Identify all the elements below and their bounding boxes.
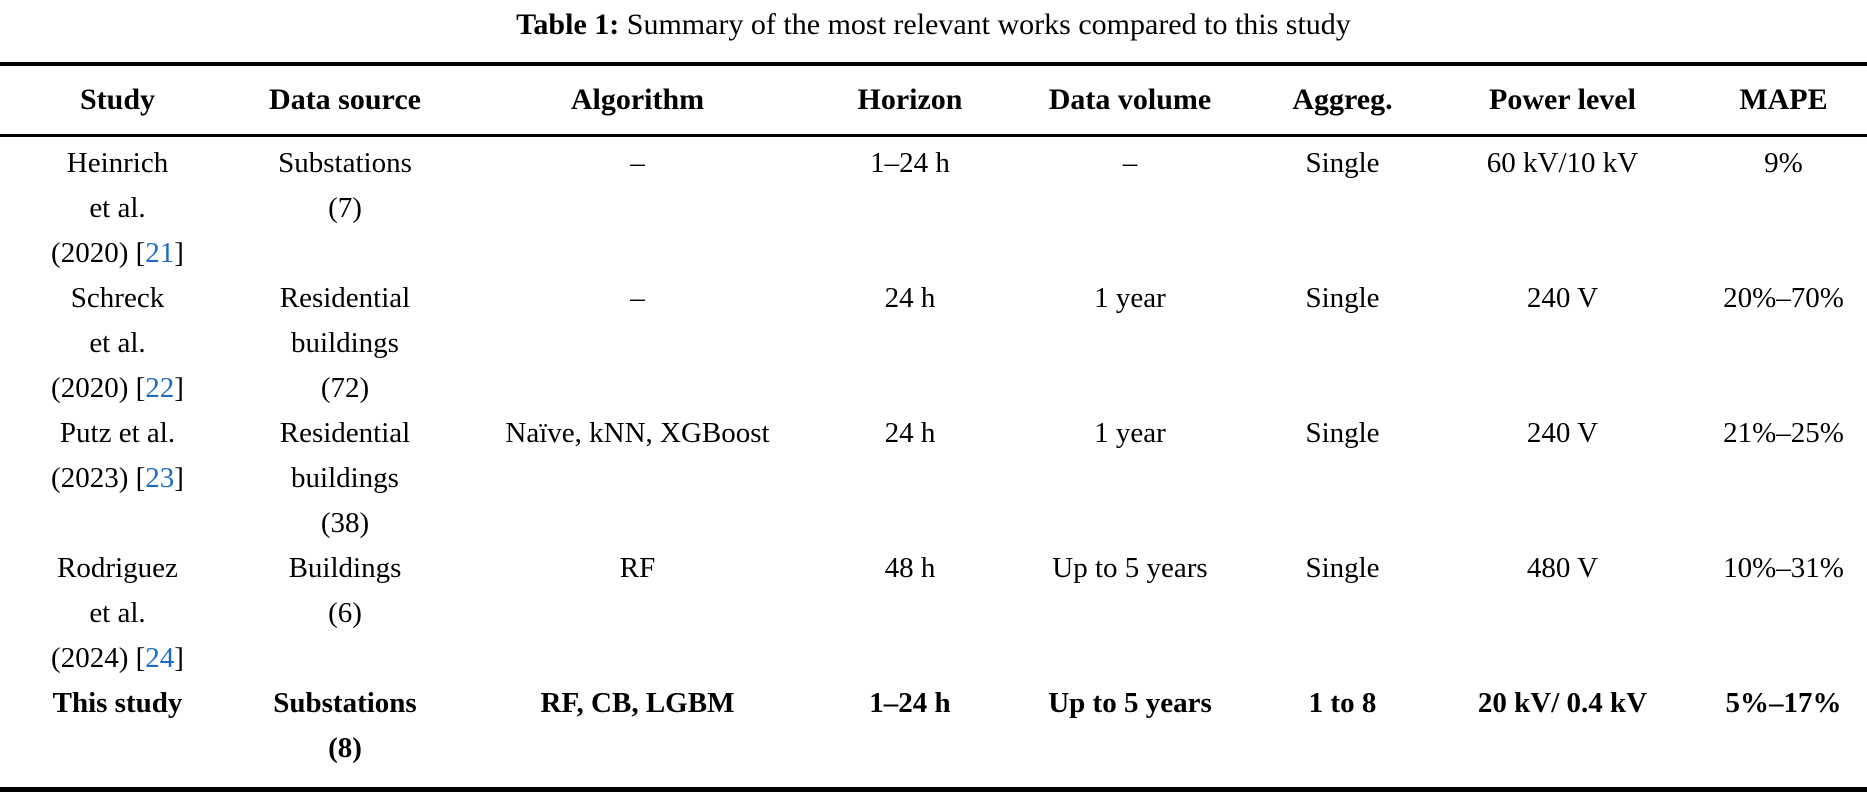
ref-suffix: ] (174, 236, 184, 269)
cell-horizon: 48 h (884, 551, 936, 584)
study-line: This study (52, 686, 183, 719)
cell-aggreg: Single (1305, 551, 1380, 584)
cell-algorithm: RF, CB, LGBM (540, 686, 735, 719)
cell-study: Rodriguez et al. (2024) [24] (0, 546, 235, 681)
cell-data-source: Residential buildings (38) (235, 411, 455, 546)
ref-suffix: ] (174, 371, 184, 404)
cell-horizon: 1–24 h (869, 686, 951, 719)
citation-link[interactable]: 24 (145, 641, 175, 674)
table-row: Heinrich et al. (2020) [21] Substations … (0, 135, 1867, 276)
column-header-power-level: Power level (1425, 64, 1700, 137)
ref-prefix: (2020) [ (51, 371, 146, 404)
cell-power-level: 60 kV/10 kV (1486, 146, 1639, 179)
table-row: Putz et al. (2023) [23] Residential buil… (0, 411, 1867, 546)
ref-suffix: ] (174, 641, 184, 674)
study-ref-line: (2020) [22] (0, 366, 235, 411)
ref-prefix: (2024) [ (51, 641, 146, 674)
study-line: et al. (89, 596, 146, 629)
cell-mape: 21%–25% (1723, 416, 1844, 449)
data-source-line: Residential (279, 281, 411, 314)
data-source-line: buildings (291, 326, 399, 359)
ref-prefix: (2020) [ (51, 236, 146, 269)
table-caption: Table 1: Summary of the most relevant wo… (0, 0, 1867, 62)
cell-algorithm: – (630, 281, 645, 314)
cell-data-volume: Up to 5 years (1052, 551, 1208, 584)
cell-data-volume: – (1122, 146, 1138, 179)
data-source-line: Substations (278, 146, 412, 179)
study-line: Heinrich (66, 146, 169, 179)
study-line: Putz et al. (59, 416, 176, 449)
cell-horizon: 24 h (884, 281, 936, 314)
table-row: Rodriguez et al. (2024) [24] Buildings (… (0, 546, 1867, 681)
cell-mape: 10%–31% (1723, 551, 1844, 584)
cell-data-source: Buildings (6) (235, 546, 455, 681)
study-line: et al. (89, 191, 146, 224)
citation-link[interactable]: 22 (145, 371, 175, 404)
data-source-line: (6) (328, 596, 362, 629)
cell-mape: 5%–17% (1725, 686, 1842, 719)
table-row: Schreck et al. (2020) [22] Residential b… (0, 276, 1867, 411)
data-source-line: (38) (320, 506, 370, 539)
table-caption-label: Table 1: (516, 8, 620, 41)
data-source-line: Buildings (288, 551, 402, 584)
cell-data-volume: Up to 5 years (1048, 686, 1212, 719)
column-header-algorithm: Algorithm (455, 64, 820, 137)
cell-aggreg: Single (1305, 416, 1380, 449)
study-line: et al. (89, 326, 146, 359)
ref-suffix: ] (174, 461, 184, 494)
cell-power-level: 240 V (1526, 281, 1599, 314)
citation-link[interactable]: 23 (145, 461, 175, 494)
data-source-line: (72) (320, 371, 370, 404)
cell-algorithm: Naïve, kNN, XGBoost (505, 416, 770, 449)
data-source-line: buildings (291, 461, 399, 494)
data-source-line: Residential (279, 416, 411, 449)
data-source-line: Substations (273, 686, 417, 719)
cell-mape: 9% (1764, 146, 1803, 179)
comparison-table: Study Data source Algorithm Horizon Data… (0, 62, 1867, 792)
cell-power-level: 20 kV/ 0.4 kV (1477, 686, 1648, 719)
ref-prefix: (2023) [ (51, 461, 146, 494)
cell-data-source: Substations (8) (235, 681, 455, 790)
cell-data-volume: 1 year (1094, 416, 1166, 449)
cell-study: Putz et al. (2023) [23] (0, 411, 235, 546)
table-caption-text: Summary of the most relevant works compa… (626, 8, 1351, 41)
column-header-aggreg: Aggreg. (1260, 64, 1425, 137)
citation-link[interactable]: 21 (145, 236, 175, 269)
study-line: Rodriguez (57, 551, 178, 584)
cell-study: This study (0, 681, 235, 790)
cell-horizon: 1–24 h (870, 146, 950, 179)
cell-study: Schreck et al. (2020) [22] (0, 276, 235, 411)
cell-power-level: 480 V (1526, 551, 1599, 584)
cell-algorithm: RF (619, 551, 656, 584)
column-header-data-source: Data source (235, 64, 455, 137)
column-header-study: Study (0, 64, 235, 137)
cell-aggreg: Single (1305, 281, 1380, 314)
study-ref-line: (2024) [24] (0, 636, 235, 681)
study-ref-line: (2023) [23] (0, 456, 235, 501)
cell-data-source: Residential buildings (72) (235, 276, 455, 411)
table-row-this-study: This study Substations (8) RF, CB, LGBM … (0, 681, 1867, 790)
column-header-data-volume: Data volume (1000, 64, 1260, 137)
data-source-line: (8) (328, 731, 362, 764)
cell-data-volume: 1 year (1094, 281, 1166, 314)
cell-power-level: 240 V (1526, 416, 1599, 449)
cell-mape: 20%–70% (1723, 281, 1844, 314)
header-row: Study Data source Algorithm Horizon Data… (0, 64, 1867, 137)
column-header-horizon: Horizon (820, 64, 1000, 137)
column-header-mape: MAPE (1700, 64, 1867, 137)
cell-study: Heinrich et al. (2020) [21] (0, 135, 235, 276)
cell-aggreg: 1 to 8 (1308, 686, 1377, 719)
data-source-line: (7) (328, 191, 362, 224)
cell-algorithm: – (630, 146, 645, 179)
cell-horizon: 24 h (884, 416, 936, 449)
cell-aggreg: Single (1305, 146, 1380, 179)
cell-data-source: Substations (7) (235, 135, 455, 276)
study-ref-line: (2020) [21] (0, 231, 235, 276)
study-line: Schreck (70, 281, 165, 314)
